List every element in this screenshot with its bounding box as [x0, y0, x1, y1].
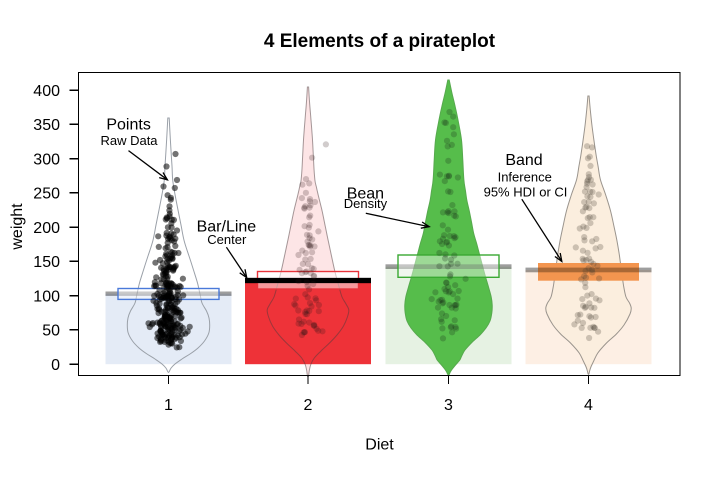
svg-text:Raw Data: Raw Data — [100, 133, 158, 148]
svg-text:Bean: Bean — [347, 185, 384, 202]
svg-text:weight: weight — [9, 203, 26, 251]
svg-text:100: 100 — [33, 288, 60, 305]
svg-text:Points: Points — [106, 116, 150, 133]
svg-text:3: 3 — [444, 397, 453, 414]
svg-text:4: 4 — [584, 397, 593, 414]
svg-text:2: 2 — [304, 397, 313, 414]
svg-text:Density: Density — [344, 196, 388, 211]
svg-text:Center: Center — [207, 232, 247, 247]
svg-text:250: 250 — [33, 186, 60, 203]
svg-text:300: 300 — [33, 151, 60, 168]
svg-text:Diet: Diet — [365, 437, 394, 454]
svg-text:50: 50 — [42, 323, 60, 340]
svg-text:95% HDI or CI: 95% HDI or CI — [484, 184, 568, 199]
svg-text:Bar/Line: Bar/Line — [197, 219, 257, 236]
svg-text:1: 1 — [164, 397, 173, 414]
svg-text:0: 0 — [51, 357, 60, 374]
svg-text:Band: Band — [505, 152, 542, 169]
svg-text:4 Elements of a pirateplot: 4 Elements of a pirateplot — [264, 31, 496, 52]
svg-text:150: 150 — [33, 254, 60, 271]
svg-text:Inference: Inference — [498, 170, 552, 185]
svg-text:200: 200 — [33, 220, 60, 237]
svg-text:350: 350 — [33, 117, 60, 134]
svg-text:400: 400 — [33, 83, 60, 100]
